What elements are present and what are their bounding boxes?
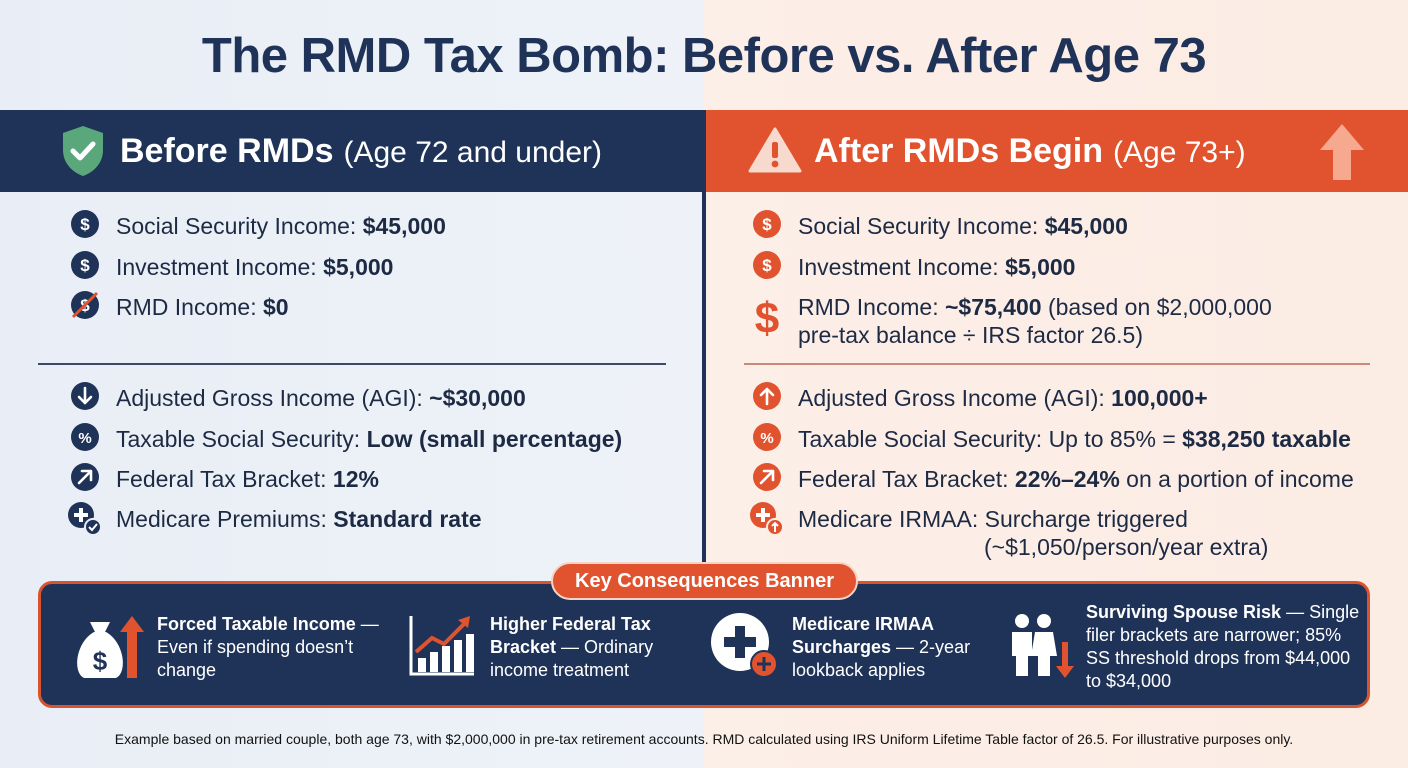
arrow-up-right-icon [753,463,781,491]
before-header: Before RMDs (Age 72 and under) [0,110,702,192]
list-item: $ RMD Income: $0 [70,291,289,321]
consequence-item: Medicare IRMAA Surcharges — 2-year lookb… [792,614,971,680]
consequences-banner [38,581,1370,708]
couple-down-icon [1012,614,1074,678]
dollar-icon: $ [753,210,781,238]
consequence-item: Higher Federal Tax Bracket — Ordinary in… [490,614,654,680]
before-heading: Before RMDs [120,132,334,170]
svg-text:%: % [760,430,773,447]
arrow-down-icon [71,382,99,410]
medical-up-icon [750,502,784,536]
center-divider [702,110,706,564]
before-subheading: (Age 72 and under) [343,136,602,169]
section-divider [38,363,666,365]
svg-text:$: $ [80,256,90,275]
svg-text:$: $ [762,256,772,275]
dollar-large-icon: $ [755,294,779,341]
section-divider [744,363,1370,365]
banner-label: Key Consequences Banner [551,562,858,600]
list-item: % Taxable Social Security: Up to 85% = $… [752,423,1351,453]
dollar-crossed-icon: $ [71,291,99,319]
shield-check-icon [63,126,103,176]
warning-icon [748,127,802,173]
svg-text:$: $ [762,215,772,234]
consequence-item: Forced Taxable Income — Even if spending… [157,614,379,680]
list-item: Federal Tax Bracket: 12% [70,463,379,493]
percent-icon: % [71,423,99,451]
list-item: % Taxable Social Security: Low (small pe… [70,423,622,453]
after-header: After RMDs Begin (Age 73+) [706,110,1408,192]
list-item: Medicare Premiums: Standard rate [66,502,482,537]
list-item: Federal Tax Bracket: 22%–24% on a portio… [752,463,1354,493]
dollar-icon: $ [753,251,781,279]
footnote: Example based on married couple, both ag… [114,731,1294,747]
dollar-icon: $ [71,210,99,238]
list-item: Medicare IRMAA: Surcharge triggered (~$1,… [748,502,1268,561]
list-item: $ Investment Income: $5,000 [752,251,1075,281]
list-item: $ Social Security Income: $45,000 [70,210,446,240]
svg-text:$: $ [80,215,90,234]
list-item: $ Investment Income: $5,000 [70,251,393,281]
page-title: The RMD Tax Bomb: Before vs. After Age 7… [201,29,1207,83]
list-item: $ Social Security Income: $45,000 [752,210,1128,240]
arrow-up-large-icon [1320,124,1364,180]
arrow-up-icon [753,382,781,410]
dollar-icon: $ [71,251,99,279]
arrow-up-right-icon [71,463,99,491]
medical-plus-icon [711,613,778,678]
list-item: Adjusted Gross Income (AGI): ~$30,000 [70,382,526,412]
svg-text:%: % [78,430,91,447]
svg-text:$: $ [755,294,779,341]
consequence-item: Surviving Spouse Risk — Single filer bra… [1086,602,1360,691]
list-item: Adjusted Gross Income (AGI): 100,000+ [752,382,1208,412]
after-subheading: (Age 73+) [1113,136,1246,169]
medical-check-icon [68,502,102,536]
percent-icon: % [753,423,781,451]
after-heading: After RMDs Begin [814,132,1104,170]
list-item: $ RMD Income: ~$75,400 (based on $2,000,… [752,293,1272,349]
svg-text:$: $ [93,646,108,676]
money-bag-up-icon: $ [77,616,144,678]
bar-chart-up-icon [409,616,474,676]
